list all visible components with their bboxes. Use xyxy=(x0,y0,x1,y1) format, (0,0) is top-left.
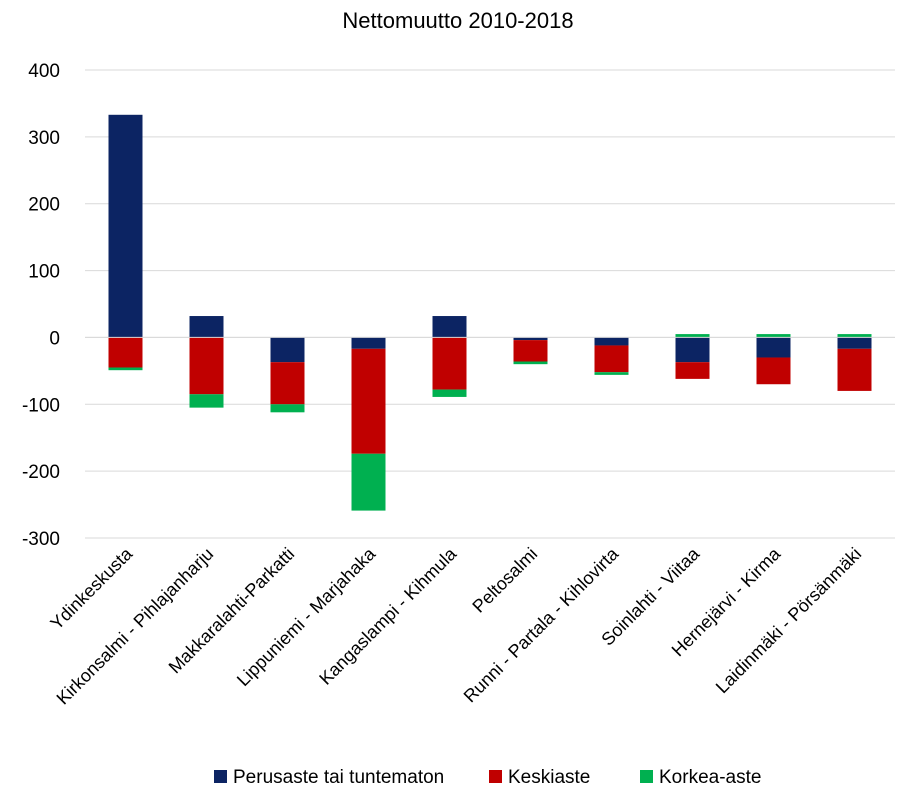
bar-segment xyxy=(675,334,710,338)
bar-segment xyxy=(108,367,143,371)
bar-segment xyxy=(270,362,305,405)
x-tick-label: Peltosalmi xyxy=(468,544,541,617)
legend-swatch xyxy=(489,770,502,783)
x-tick-label: Kangaslampi - Kihmula xyxy=(315,543,461,689)
bar-segment xyxy=(351,453,386,511)
bar-segment xyxy=(108,114,143,338)
x-tick-label: Runni - Partala - Kihlovirta xyxy=(460,543,623,706)
legend-label: Perusaste tai tuntematon xyxy=(233,767,444,788)
bar-segment xyxy=(513,340,548,362)
bar-segment xyxy=(432,389,467,397)
legend-label: Keskiaste xyxy=(508,767,590,788)
bar-segment xyxy=(189,394,224,408)
y-tick-label: 100 xyxy=(28,262,60,283)
bar-segment xyxy=(108,337,143,368)
x-tick-label: Kirkonsalmi - Pihlajanharju xyxy=(53,544,218,709)
bar-segment xyxy=(432,337,467,390)
bar-segment xyxy=(837,334,872,338)
bars xyxy=(85,114,895,511)
bar-segment xyxy=(837,348,872,391)
bar-segment xyxy=(351,337,386,349)
y-tick-label: 200 xyxy=(28,195,60,216)
bar-segment xyxy=(432,316,467,338)
bar-segment xyxy=(756,357,791,385)
bar-segment xyxy=(594,337,629,346)
y-axis: 400 300 200 100 0 -100 -200 -300 xyxy=(22,61,60,550)
legend-swatch xyxy=(214,770,227,783)
chart-title: Nettomuutto 2010-2018 xyxy=(342,8,573,33)
y-tick-label: 300 xyxy=(28,128,60,149)
bar-segment xyxy=(594,372,629,375)
x-tick-label: Lippuniemi - Marjahaka xyxy=(233,543,380,690)
bar-segment xyxy=(270,404,305,413)
y-tick-label: -100 xyxy=(22,395,60,416)
y-tick-label: -200 xyxy=(22,462,60,483)
bar-segment xyxy=(756,337,791,358)
bar-segment xyxy=(189,316,224,338)
x-tick-label: Ydinkeskusta xyxy=(46,543,137,634)
bar-segment xyxy=(189,337,224,395)
bar-segment xyxy=(837,337,872,349)
y-tick-label: -300 xyxy=(22,529,60,550)
bar-segment xyxy=(675,337,710,363)
gridlines xyxy=(85,69,895,539)
y-tick-label: 400 xyxy=(28,61,60,82)
x-tick-label: Laidinmäki - Pörsänmäki xyxy=(712,544,865,697)
bar-segment xyxy=(756,334,791,338)
bar-segment xyxy=(351,348,386,454)
bar-segment xyxy=(270,337,305,363)
y-tick-label: 0 xyxy=(49,328,60,349)
legend: Perusaste tai tuntematon Keskiaste Korkea-… xyxy=(214,767,761,788)
bar-segment xyxy=(675,362,710,379)
legend-label: Korkea-aste xyxy=(659,767,761,788)
legend-swatch xyxy=(640,770,653,783)
bar-segment xyxy=(594,345,629,373)
bar-segment xyxy=(513,361,548,365)
bar-segment xyxy=(513,337,548,341)
